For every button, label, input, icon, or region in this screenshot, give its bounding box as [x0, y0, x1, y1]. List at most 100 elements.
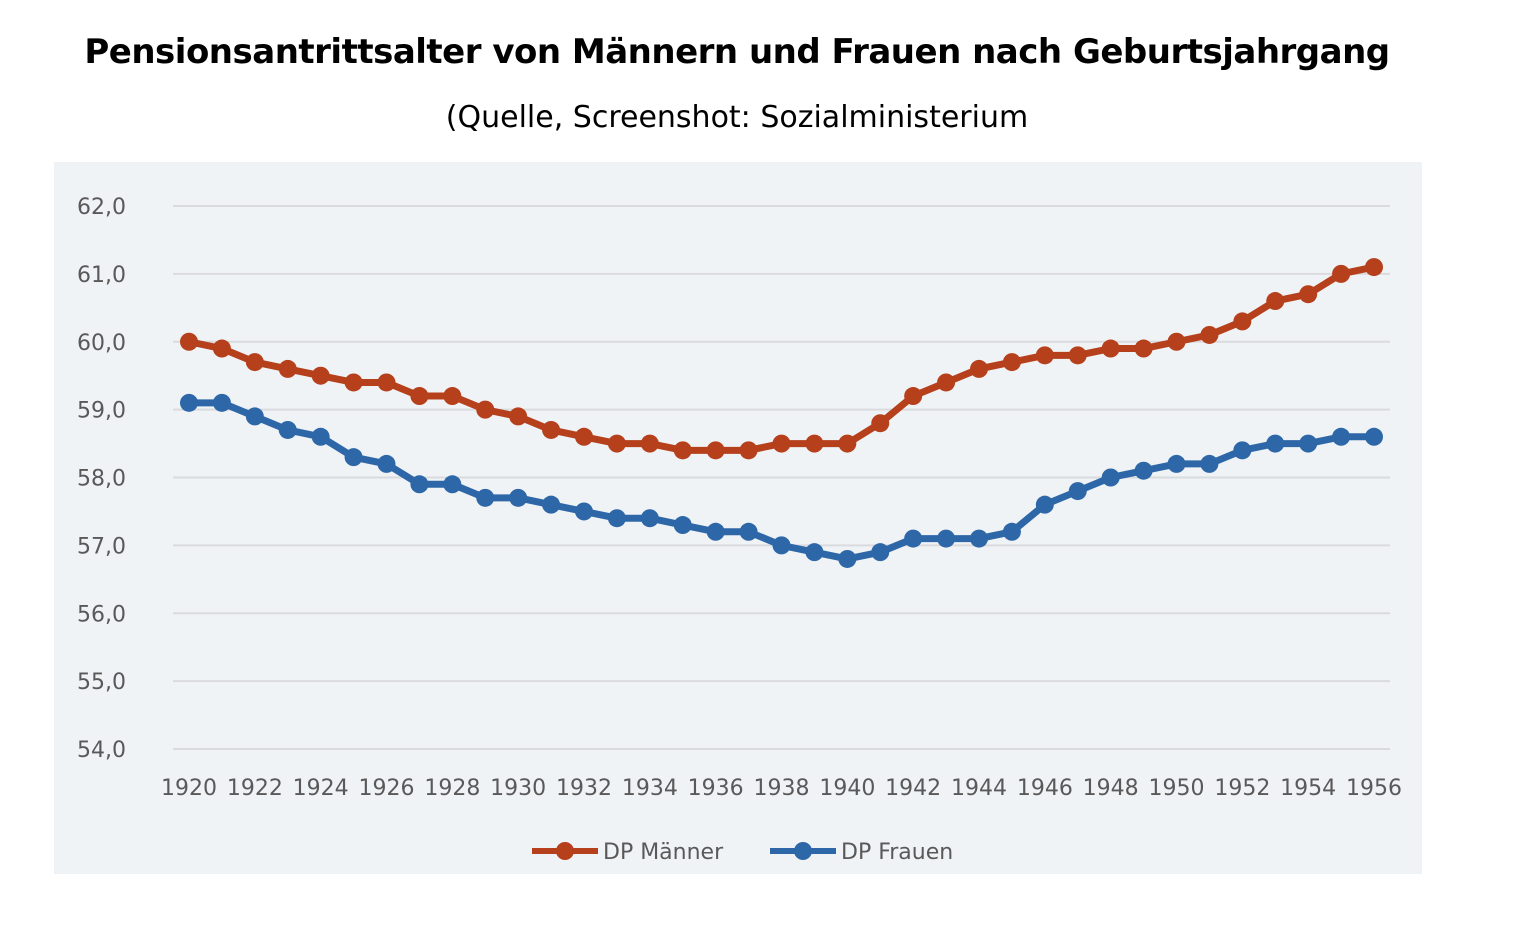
chart-area: 54,0 55,0 56,0 57,0 58,0 59,0 60,0 61,0 62,0 192… [54, 162, 1422, 874]
x-tick-label: 1954 [1280, 776, 1336, 801]
x-tick-label: 1924 [293, 776, 349, 801]
series-dp-frauen [180, 393, 1383, 568]
y-tick-label: 54,0 [77, 738, 126, 763]
legend-label: DP Männer [603, 840, 724, 865]
data-point [1035, 346, 1054, 365]
x-axis-ticks: 1920 1922 1924 1926 1928 1930 1932 1934 1936 1938… [161, 776, 1402, 801]
data-point [970, 529, 988, 548]
data-point [1299, 285, 1318, 304]
data-point [937, 529, 956, 548]
legend-marker [794, 842, 812, 860]
data-point [1200, 454, 1219, 473]
data-point [542, 420, 561, 439]
x-tick-label: 1940 [819, 776, 875, 801]
x-tick-label: 1948 [1083, 776, 1139, 801]
data-point [673, 441, 692, 460]
line-chart: 54,0 55,0 56,0 57,0 58,0 59,0 60,0 61,0 62,0 192… [77, 195, 1402, 865]
data-point [1266, 292, 1285, 311]
x-tick-label: 1928 [424, 776, 480, 801]
x-tick-label: 1946 [1017, 776, 1073, 801]
data-point [1035, 495, 1054, 514]
data-point [377, 454, 396, 473]
x-tick-label: 1934 [622, 776, 678, 801]
data-point [772, 536, 791, 555]
data-point [410, 475, 429, 494]
data-point [1233, 312, 1252, 331]
data-point [1332, 264, 1351, 283]
data-point [278, 420, 297, 439]
gridlines [173, 205, 1390, 750]
data-point [311, 427, 330, 446]
data-point [1101, 468, 1120, 487]
data-point [640, 434, 659, 453]
data-point [1200, 325, 1219, 344]
y-tick-label: 57,0 [77, 534, 126, 559]
series-lines [180, 258, 1383, 568]
series-dp-maenner [180, 258, 1383, 460]
data-point [1233, 441, 1252, 460]
data-point [1365, 258, 1383, 277]
data-point [1167, 454, 1186, 473]
data-point [245, 407, 264, 426]
y-tick-label: 56,0 [77, 602, 126, 627]
data-point [180, 393, 198, 412]
x-tick-label: 1950 [1149, 776, 1205, 801]
x-tick-label: 1944 [951, 776, 1007, 801]
data-point [212, 393, 231, 412]
data-point [706, 441, 725, 460]
data-point [344, 448, 363, 467]
legend-item: DP Frauen [770, 840, 953, 865]
data-point [1134, 339, 1153, 358]
x-tick-label: 1942 [885, 776, 941, 801]
legend-label: DP Frauen [841, 840, 953, 865]
data-point [311, 366, 330, 385]
data-point [706, 522, 725, 541]
x-tick-label: 1956 [1346, 776, 1402, 801]
data-point [1068, 346, 1087, 365]
series-line [188, 263, 1375, 454]
data-point [1134, 461, 1153, 480]
x-tick-label: 1926 [359, 776, 415, 801]
data-point [871, 543, 890, 562]
data-point [476, 488, 495, 507]
data-point [509, 488, 528, 507]
data-point [344, 373, 363, 392]
data-point [673, 516, 692, 535]
data-point [805, 543, 824, 562]
y-tick-label: 59,0 [77, 399, 126, 424]
chart-title: Pensionsantrittsalter von Männern und Fr… [84, 32, 1390, 72]
y-tick-label: 62,0 [77, 195, 126, 220]
x-tick-label: 1952 [1214, 776, 1270, 801]
data-point [739, 441, 758, 460]
data-point [377, 373, 396, 392]
data-point [937, 373, 956, 392]
data-point [1002, 522, 1021, 541]
data-point [1167, 332, 1186, 351]
data-point [443, 387, 462, 406]
y-tick-label: 55,0 [77, 670, 126, 695]
legend-marker [556, 842, 574, 860]
y-tick-label: 60,0 [77, 331, 126, 356]
data-point [970, 359, 988, 378]
data-point [1266, 434, 1285, 453]
legend-item: DP Männer [532, 840, 724, 865]
data-point [575, 427, 593, 446]
data-point [212, 339, 231, 358]
data-point [1365, 427, 1383, 446]
x-tick-label: 1930 [490, 776, 546, 801]
chart-subtitle: (Quelle, Screenshot: Sozialministerium [445, 100, 1029, 135]
data-point [838, 434, 857, 453]
series-line [189, 399, 1374, 563]
y-axis-ticks: 54,0 55,0 56,0 57,0 58,0 59,0 60,0 61,0 62,0 [77, 195, 126, 763]
data-point [838, 549, 857, 568]
x-tick-label: 1932 [556, 776, 612, 801]
x-tick-label: 1936 [688, 776, 744, 801]
legend: DP Männer DP Frauen [532, 840, 953, 865]
data-point [1299, 434, 1318, 453]
data-point [542, 495, 561, 514]
data-point [772, 434, 791, 453]
data-point [1002, 353, 1021, 372]
data-point [607, 509, 626, 528]
data-point [278, 359, 297, 378]
data-point [410, 387, 429, 406]
